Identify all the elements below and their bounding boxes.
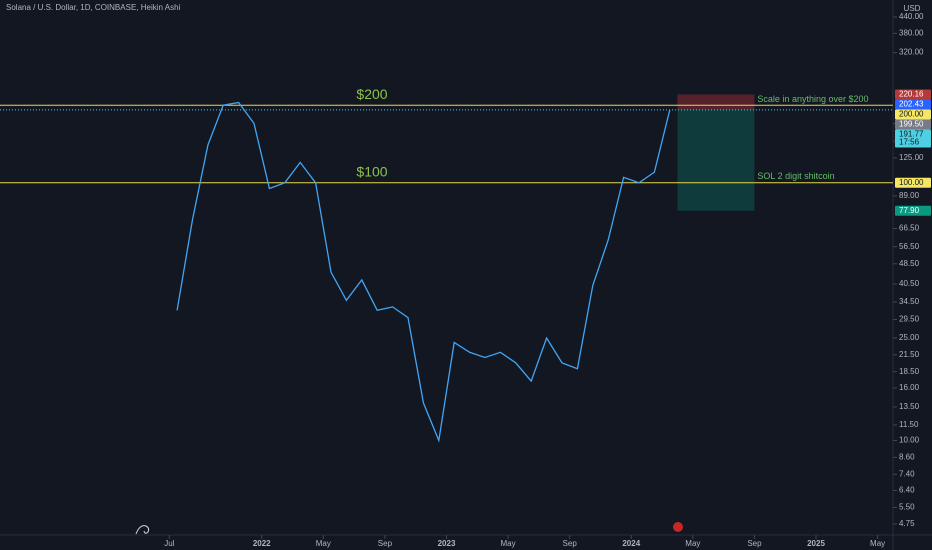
- target-zone: [677, 109, 755, 211]
- x-tick-label: Sep: [378, 539, 393, 548]
- price-tag-label: 200.00: [899, 110, 924, 119]
- y-tick-label: 25.00: [899, 333, 920, 342]
- y-tick-label: 89.00: [899, 191, 920, 200]
- x-tick-label: Sep: [747, 539, 762, 548]
- x-tick-label: 2024: [622, 539, 640, 548]
- stop-zone: [677, 94, 755, 110]
- horizontal-line-label: $200: [356, 86, 387, 102]
- x-tick-label: Jul: [164, 539, 174, 548]
- y-tick-label: 13.50: [899, 402, 920, 411]
- x-tick-label: 2022: [253, 539, 271, 548]
- x-tick-label: May: [501, 539, 516, 548]
- y-tick-label: 48.50: [899, 259, 920, 268]
- y-tick-label: 7.40: [899, 469, 915, 478]
- annotation: Scale in anything over $200: [757, 94, 868, 104]
- x-tick-label: May: [316, 539, 331, 548]
- price-tag: [895, 109, 931, 120]
- horizontal-line-label: $100: [356, 164, 387, 180]
- y-tick-label: 56.50: [899, 242, 920, 251]
- y-tick-label: 11.50: [899, 420, 919, 429]
- x-tick-label: 2023: [438, 539, 456, 548]
- x-tick-label: May: [870, 539, 885, 548]
- price-tag-label: 191.77: [899, 130, 924, 139]
- x-tick-label: Sep: [563, 539, 578, 548]
- y-tick-label: 5.50: [899, 503, 915, 512]
- y-tick-label: 34.50: [899, 297, 920, 306]
- price-tag: [895, 205, 931, 216]
- x-tick-label: 2025: [807, 539, 825, 548]
- currency: USD: [904, 4, 921, 13]
- price-tag-label: 220.16: [899, 90, 924, 99]
- y-tick-label: 10.00: [899, 436, 920, 445]
- annotation: SOL 2 digit shitcoin: [757, 171, 834, 181]
- price-tag-time: 17:56: [899, 138, 920, 147]
- price-tag: [895, 177, 931, 188]
- y-tick-label: 29.50: [899, 315, 920, 324]
- price-tag: [895, 119, 931, 130]
- chart-title: Solana / U.S. Dollar, 1D, COINBASE, Heik…: [6, 3, 181, 12]
- y-tick-label: 6.40: [899, 486, 915, 495]
- price-tag: [895, 99, 931, 110]
- price-tag-label: 77.90: [899, 206, 920, 215]
- event-icon: [673, 522, 683, 532]
- price-tag-label: 100.00: [899, 178, 924, 187]
- y-tick-label: 16.00: [899, 383, 920, 392]
- y-tick-label: 40.50: [899, 279, 920, 288]
- y-tick-label: 4.75: [899, 519, 915, 528]
- y-tick-label: 18.50: [899, 367, 920, 376]
- price-tag-label: 199.50: [899, 120, 924, 129]
- y-tick-label: 380.00: [899, 28, 924, 37]
- price-line: [176, 101, 671, 443]
- price-tag: [895, 129, 931, 148]
- y-tick-label: 8.60: [899, 453, 915, 462]
- y-tick-label: 125.00: [899, 153, 924, 162]
- y-tick-label: 66.50: [899, 224, 920, 233]
- y-tick-label: 320.00: [899, 48, 924, 57]
- price-tag: [895, 89, 931, 100]
- y-tick-label: 440.00: [899, 12, 924, 21]
- y-tick-label: 21.50: [899, 350, 920, 359]
- logo: [135, 525, 150, 535]
- price-tag-label: 202.43: [899, 100, 924, 109]
- x-tick-label: May: [685, 539, 700, 548]
